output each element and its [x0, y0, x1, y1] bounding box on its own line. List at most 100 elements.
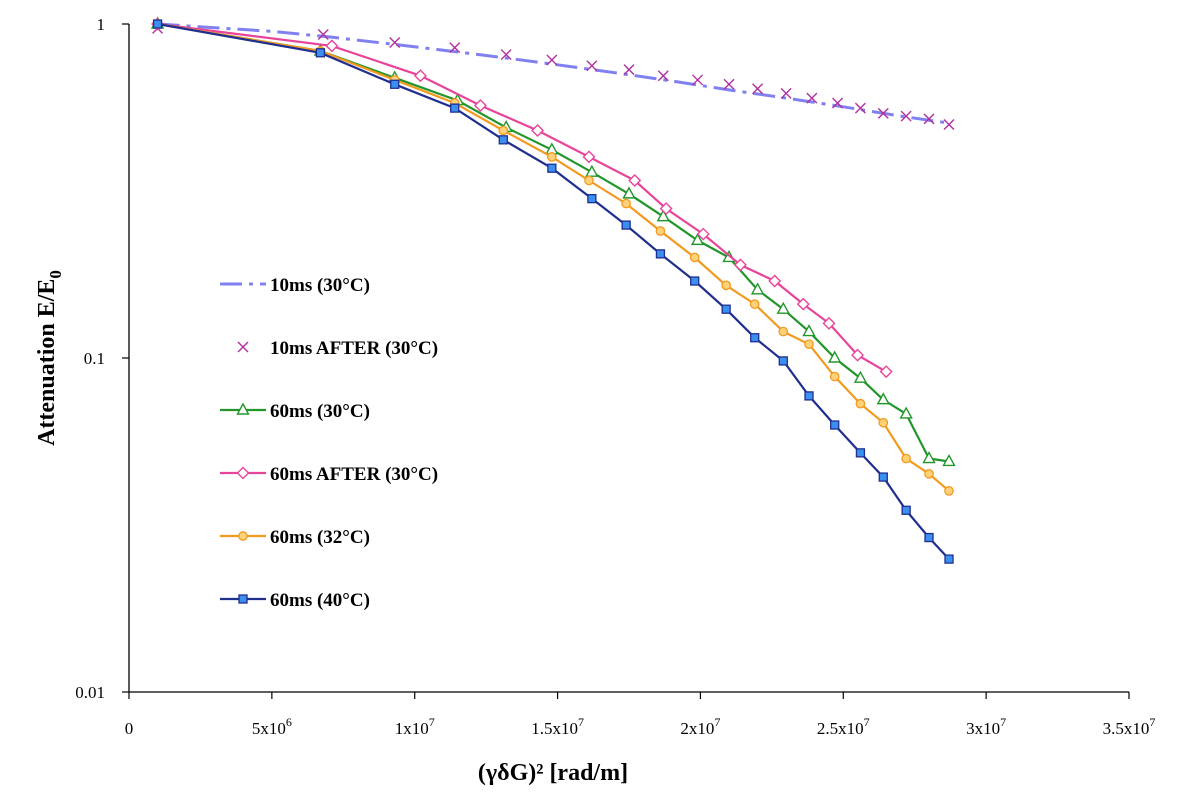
legend-entry: 10ms AFTER (30°C) — [237, 338, 438, 359]
data-point — [531, 123, 545, 137]
data-point — [690, 276, 700, 286]
x-marker-stroke — [923, 113, 935, 125]
data-point — [628, 173, 642, 187]
data-point — [500, 49, 512, 61]
x-tick-label: 1x107 — [395, 715, 435, 738]
data-point — [924, 532, 934, 543]
data-point — [152, 19, 163, 29]
data-point — [721, 304, 731, 314]
x-tick-label-base: 5x10 — [252, 719, 286, 738]
x-tick-label: 2x107 — [680, 715, 720, 738]
data-point — [657, 70, 669, 82]
x-tick-label-base: 1.5x10 — [531, 719, 578, 738]
legend-marker — [236, 466, 250, 480]
data-point — [750, 282, 765, 295]
data-point — [655, 226, 666, 236]
data-point — [585, 164, 599, 177]
x-tick-label: 5x106 — [252, 715, 292, 738]
data-point — [623, 64, 635, 76]
data-point — [806, 92, 818, 104]
data-point — [473, 99, 487, 113]
y-axis-title-subscript: 0 — [46, 270, 65, 279]
data-point — [449, 42, 461, 54]
x-axis-ticks: 0 5x106 1x107 1.5x107 2x107 2.5x107 3x107 3.5x1… — [125, 692, 1156, 738]
series-60ms-40-c — [152, 19, 954, 564]
data-point — [828, 350, 842, 363]
series-10ms-30-c — [157, 22, 950, 125]
legend-marker — [238, 531, 248, 541]
data-point — [878, 472, 888, 482]
data-point — [776, 301, 790, 314]
data-point — [547, 163, 557, 173]
y-tick-label: 1 — [97, 15, 106, 34]
x-tick-label: 1.5x107 — [531, 715, 584, 738]
x-tick-label: 0 — [125, 719, 134, 738]
x-tick-label-exponent: 7 — [1000, 715, 1006, 729]
data-point — [855, 398, 866, 409]
data-point — [829, 371, 840, 382]
x-tick-label-exponent: 7 — [1149, 715, 1155, 729]
data-point — [804, 339, 814, 350]
x-axis-title: (γδG)² [rad/m] — [478, 760, 628, 786]
legend: 10ms (30°C) 10ms AFTER (30°C) 60ms (30°C) 6… — [220, 275, 438, 611]
series-line — [157, 22, 950, 125]
data-point — [389, 37, 401, 49]
data-point — [855, 448, 866, 458]
data-point — [621, 220, 631, 230]
x-tick-label-base: 2.5x10 — [817, 719, 864, 738]
data-point — [923, 113, 935, 125]
data-point — [924, 468, 934, 479]
x-marker-stroke — [500, 49, 512, 61]
x-tick-label-base: 1x10 — [395, 719, 429, 738]
legend-label: 10ms AFTER (30°C) — [270, 338, 438, 359]
data-point — [877, 107, 889, 119]
data-point — [659, 202, 673, 216]
legend-entry: 60ms (40°C) — [220, 590, 370, 611]
legend-entry: 60ms (30°C) — [220, 401, 370, 422]
data-point — [768, 274, 782, 288]
data-point — [899, 406, 913, 419]
data-point — [498, 135, 508, 145]
data-point — [587, 193, 597, 204]
x-tick-label-base: 3x10 — [966, 719, 1000, 738]
data-point — [879, 365, 893, 379]
data-point — [733, 258, 747, 272]
y-axis-ticks: 0.01 0.1 1 — [75, 15, 129, 702]
y-axis-title: Attenuation E/E0 — [34, 270, 65, 446]
data-point — [901, 505, 911, 515]
x-marker-stroke — [657, 70, 669, 82]
x-marker-stroke — [449, 42, 461, 54]
x-marker-stroke — [900, 110, 912, 122]
legend-label: 60ms (30°C) — [270, 401, 370, 422]
data-point — [942, 454, 956, 467]
data-point — [802, 324, 816, 337]
data-point — [546, 54, 558, 66]
data-point — [325, 39, 339, 53]
legend-label: 60ms (32°C) — [270, 527, 370, 548]
data-point — [749, 299, 760, 309]
legend-entry: 60ms AFTER (30°C) — [220, 464, 438, 485]
x-marker-stroke — [752, 83, 764, 95]
data-point — [778, 356, 788, 366]
legend-entry: 60ms (32°C) — [220, 527, 370, 548]
x-tick-label: 3.5x107 — [1103, 715, 1156, 738]
x-tick-label-exponent: 7 — [714, 715, 720, 729]
data-point — [830, 420, 840, 430]
x-tick-label-base: 0 — [125, 719, 134, 738]
x-marker-stroke — [317, 29, 329, 41]
data-point — [780, 87, 792, 99]
series-line — [157, 22, 887, 373]
data-point — [315, 48, 326, 58]
data-point — [547, 152, 557, 162]
x-marker-stroke — [237, 341, 249, 353]
data-point — [876, 392, 890, 405]
data-point — [804, 391, 814, 401]
data-point — [413, 69, 427, 83]
x-marker-stroke — [832, 97, 844, 109]
data-point — [832, 97, 844, 109]
data-point — [878, 417, 889, 428]
x-tick-label-exponent: 6 — [286, 715, 292, 729]
data-point — [922, 451, 936, 464]
data-point — [655, 249, 666, 259]
x-tick-label-exponent: 7 — [864, 715, 870, 729]
